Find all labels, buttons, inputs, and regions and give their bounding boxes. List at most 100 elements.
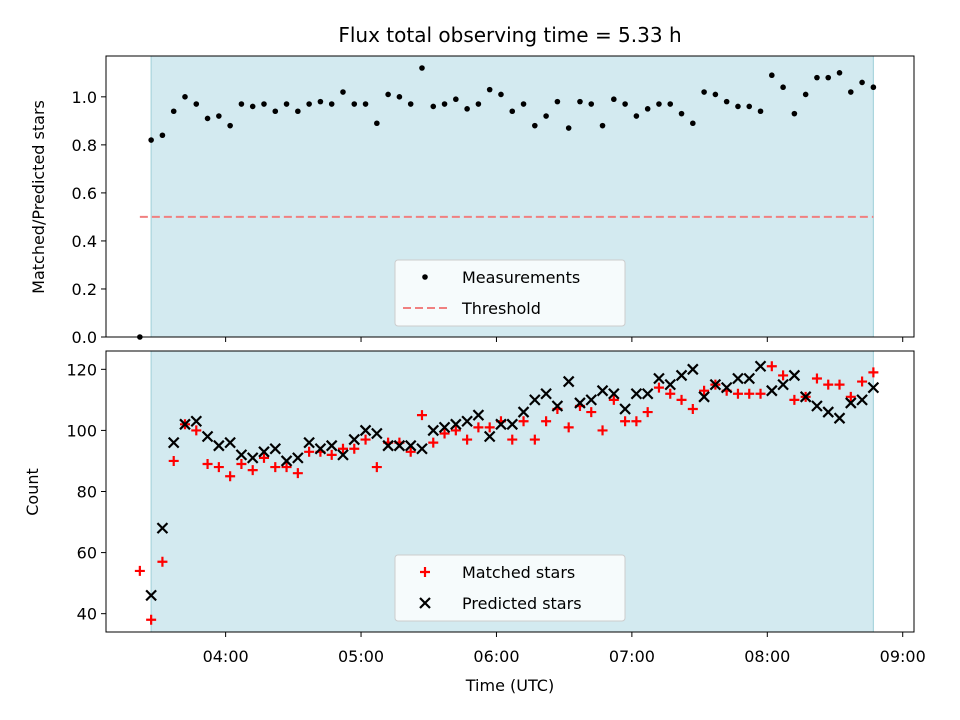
predicted-star-point [698,391,710,403]
matched-star-point [462,434,473,445]
measurement-point [317,98,324,105]
predicted-star-point [856,394,868,406]
predicted-star-point [551,400,564,412]
predicted-star-point [653,372,665,385]
matched-star-point [507,434,518,445]
measurement-point [227,122,233,129]
bottom-legend-box [394,554,626,622]
measurement-point [148,137,154,143]
measurement-point [385,91,391,98]
predicted-star-point [427,424,440,437]
measurement-point [238,101,245,107]
measurement-point [565,125,572,131]
predicted-star-point [382,439,394,452]
predicted-star-point [483,430,496,443]
measurement-point [159,132,166,139]
bottom-legend: Matched stars Predicted stars [394,554,626,622]
matched-star-point [699,385,710,396]
bottom-legend-label: Predicted stars [462,594,582,613]
measurement-point [848,89,854,95]
predicted-star-point [811,400,823,412]
matched-star-point [732,388,743,399]
measurement-point [475,101,482,107]
bottom-y-tick-label: 100 [66,421,97,440]
predicted-star-point [348,433,361,446]
predicted-star-point [337,449,349,461]
matched-star-point [168,455,179,466]
measurement-point [204,115,211,122]
top-y-tick-label: 0.6 [72,184,97,203]
measurement-point [532,122,538,129]
matched-star-point [134,565,145,576]
measurement-point [791,110,798,117]
measurement-point [430,103,437,110]
measurement-point [216,113,222,119]
measurement-point [622,101,628,107]
matched-star-point [146,614,157,625]
matched-star-point [292,468,303,479]
predicted-star-point [833,412,846,424]
matched-star-point [834,379,845,390]
legend-matched-marker [420,567,430,577]
matched-star-point [304,446,315,457]
measurement-point [396,94,403,100]
predicted-star-point [393,439,406,452]
top-legend-label: Threshold [461,299,541,318]
bottom-panel: 40 60 80 100 120 04:00 05:00 06:00 07:00 08:00 09:… [66,350,926,666]
measurement-point [362,101,369,107]
matched-star-point [755,388,766,399]
matched-star-point [642,407,653,418]
matched-star-point [484,422,495,433]
predicted-star-point [619,403,631,415]
matched-star-point [687,404,698,415]
measurement-point [735,103,741,110]
matched-star-point [281,462,292,473]
top-axes-frame [105,55,915,338]
predicted-star-point [845,397,857,409]
matched-star-point [157,556,168,567]
measurement-point [295,108,301,115]
matched-star-point [766,361,777,372]
predicted-star-point [720,381,733,394]
top-y-tick-label: 0.8 [72,136,97,155]
measurement-point [588,101,595,107]
predicted-star-point [574,397,586,409]
measurement-point [419,65,425,71]
predicted-star-point [235,449,248,461]
matched-star-point [405,446,416,457]
measurement-point [577,98,583,105]
measurement-point [453,96,459,103]
measurement-point [769,72,775,79]
matched-star-point [857,376,868,387]
matched-star-point [213,462,224,473]
predicted-star-point [608,387,620,400]
matched-star-point [868,367,879,378]
measurement-point [644,106,651,112]
predicted-star-point [687,363,699,376]
predicted-star-point [190,415,203,428]
predicted-star-point [246,452,259,464]
x-tick-label: 09:00 [880,647,926,666]
predicted-star-point [359,424,372,437]
measurement-point [757,108,764,115]
bottom-y-tick-label: 40 [77,605,97,624]
measurement-point [723,98,730,105]
measurement-point [374,120,380,127]
matched-star-point [225,471,236,482]
legend-predicted-marker [419,597,431,609]
measurement-point [520,101,527,107]
predicted-star-point [562,375,575,388]
measurement-point [825,74,832,81]
predicted-star-point [709,378,722,391]
measurement-point [249,103,256,110]
measurement-point [633,113,640,119]
measurement-point [543,113,549,119]
x-tick-label: 04:00 [203,647,249,666]
top-y-tick-label: 0.0 [72,328,97,347]
predicted-star-point [777,378,789,391]
bottom-y-axis-label: Count [23,468,42,516]
predicted-star-point [179,418,191,431]
matched-star-point [845,391,856,402]
matched-star-point [563,422,574,433]
matched-star-point [326,449,337,460]
